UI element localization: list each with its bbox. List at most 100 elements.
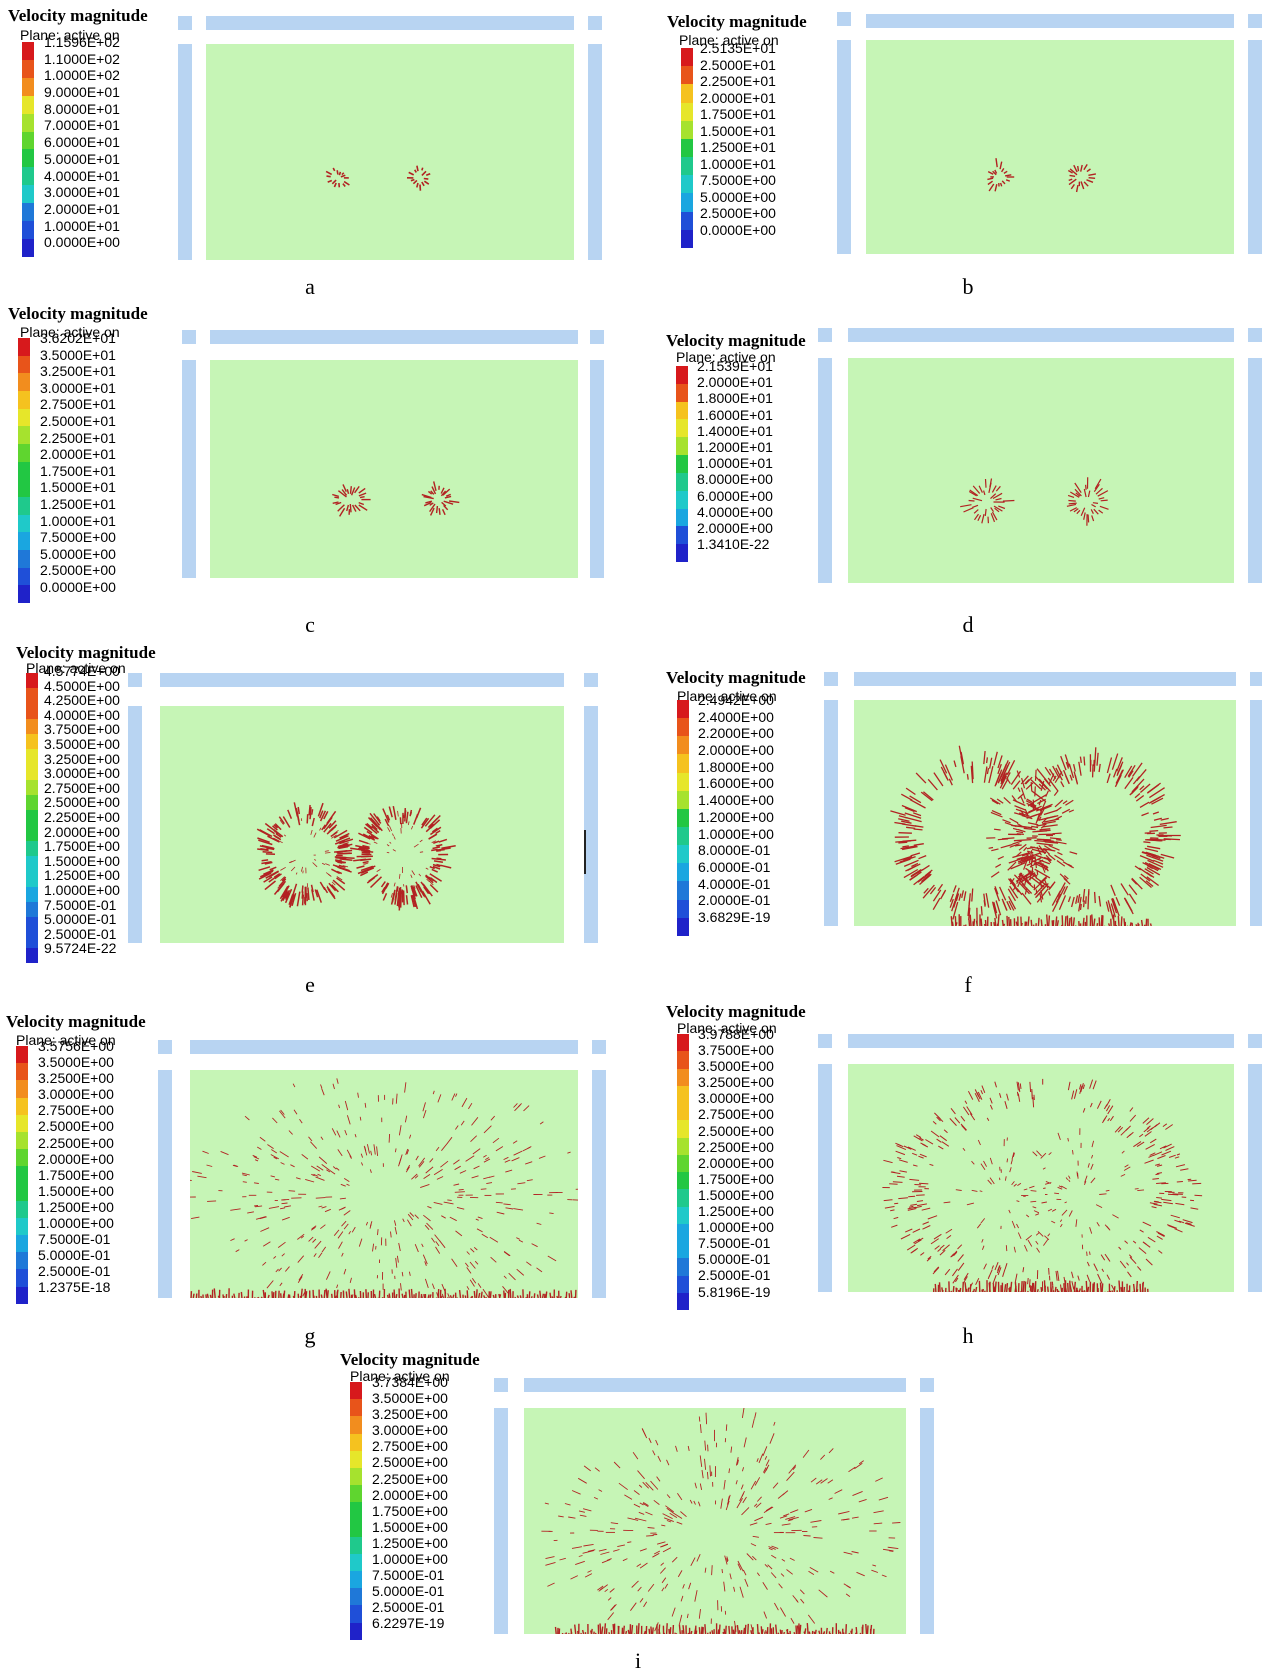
velocity-vector xyxy=(1068,178,1077,186)
velocity-vector xyxy=(1016,1091,1019,1096)
velocity-vector xyxy=(392,833,394,837)
velocity-vector xyxy=(889,1550,894,1552)
velocity-vector xyxy=(1083,1181,1087,1185)
velocity-vector xyxy=(609,1588,615,1593)
velocity-vector xyxy=(789,1557,795,1561)
velocity-vector xyxy=(449,500,460,504)
velocity-vector xyxy=(365,1221,369,1226)
velocity-vector xyxy=(977,1091,983,1100)
velocity-vector xyxy=(339,1197,346,1200)
velocity-vector xyxy=(331,179,337,185)
velocity-vector xyxy=(883,1159,893,1164)
velocity-vector xyxy=(455,1125,459,1130)
velocity-vector xyxy=(262,851,273,854)
velocity-vector xyxy=(369,876,383,889)
velocity-vector xyxy=(1006,1158,1009,1163)
velocity-vector xyxy=(432,863,441,868)
velocity-vector xyxy=(257,848,269,852)
velocity-vector xyxy=(310,1226,316,1231)
velocity-vector xyxy=(894,821,906,825)
velocity-vector xyxy=(991,901,997,916)
velocity-vector xyxy=(336,860,347,864)
velocity-vector xyxy=(1042,862,1047,871)
velocity-vector xyxy=(1159,1145,1167,1150)
colorbar-segment xyxy=(350,1553,362,1572)
velocity-vector xyxy=(758,1453,764,1464)
velocity-vector xyxy=(254,1205,259,1207)
velocity-vector xyxy=(939,1135,947,1142)
velocity-vector xyxy=(1115,896,1121,906)
velocity-vector xyxy=(1098,763,1101,773)
velocity-vector xyxy=(1110,903,1117,918)
velocity-vector xyxy=(452,1294,455,1298)
velocity-vector xyxy=(336,877,346,885)
colorbar-tick-label: 1.0000E+01 xyxy=(40,512,116,529)
velocity-vector xyxy=(922,791,934,801)
velocity-vector xyxy=(324,1208,331,1213)
velocity-vector xyxy=(919,1137,924,1141)
velocity-vector xyxy=(775,1624,778,1634)
velocity-vector xyxy=(447,1296,449,1298)
velocity-vector xyxy=(353,1289,356,1298)
colorbar-tick-label: 5.0000E-01 xyxy=(44,911,117,928)
velocity-vector xyxy=(318,1156,328,1164)
plate-top xyxy=(206,16,574,30)
velocity-vector xyxy=(984,478,987,488)
velocity-vector xyxy=(1004,822,1017,828)
velocity-vector xyxy=(1026,846,1036,850)
velocity-vector xyxy=(1031,825,1039,829)
vector-field xyxy=(325,165,431,191)
velocity-vector xyxy=(1006,760,1016,775)
colorbar-tick-label: 2.0000E+00 xyxy=(44,823,120,840)
velocity-vector xyxy=(1064,754,1070,767)
velocity-vector xyxy=(405,1148,409,1156)
velocity-vector xyxy=(1051,1220,1056,1224)
velocity-vector xyxy=(394,1148,397,1153)
velocity-vector xyxy=(1156,1182,1166,1184)
colorbar xyxy=(676,366,688,562)
velocity-vector xyxy=(446,1136,453,1144)
velocity-vector xyxy=(762,1446,768,1456)
velocity-vector xyxy=(432,865,441,870)
velocity-vector xyxy=(568,1516,576,1519)
velocity-vector xyxy=(274,1178,280,1181)
velocity-vector xyxy=(1017,787,1021,793)
velocity-vector xyxy=(559,1295,562,1298)
velocity-vector xyxy=(854,1462,863,1470)
velocity-vector xyxy=(1137,1266,1142,1271)
velocity-vector xyxy=(1067,1137,1069,1142)
velocity-vector xyxy=(739,1586,744,1598)
velocity-vector xyxy=(331,1128,337,1136)
colorbar-segment xyxy=(26,825,38,841)
velocity-vector xyxy=(1129,1114,1137,1122)
velocity-vector xyxy=(1140,873,1151,882)
velocity-vector xyxy=(1149,1138,1157,1144)
colorbar-segment xyxy=(677,1034,689,1052)
velocity-vector xyxy=(1059,873,1068,882)
velocity-vector xyxy=(440,1160,449,1168)
velocity-vector xyxy=(1182,1219,1193,1224)
velocity-vector xyxy=(1089,1227,1093,1234)
velocity-vector xyxy=(1133,1141,1142,1148)
colorbar-tick-label: 3.6829E-19 xyxy=(698,908,771,925)
velocity-vector xyxy=(1023,827,1036,831)
velocity-vector xyxy=(725,1625,727,1634)
velocity-vector xyxy=(1013,838,1032,842)
velocity-vector xyxy=(220,1150,229,1156)
velocity-vector xyxy=(273,1156,278,1160)
velocity-vector xyxy=(997,755,1003,769)
velocity-vector xyxy=(951,921,954,926)
velocity-vector xyxy=(1147,839,1163,842)
velocity-vector xyxy=(1146,876,1159,887)
velocity-vector xyxy=(319,827,322,831)
colorbar-tick-label: 7.0000E+01 xyxy=(44,117,120,134)
velocity-vector xyxy=(772,1482,779,1489)
velocity-vector xyxy=(984,508,987,516)
velocity-vector xyxy=(1048,891,1051,896)
colorbar-tick-label: 3.2500E+01 xyxy=(40,363,116,380)
colorbar-segment xyxy=(677,1223,689,1241)
velocity-vector xyxy=(366,830,379,840)
velocity-vector xyxy=(435,1146,440,1152)
velocity-vector xyxy=(435,505,439,514)
colorbar-segment xyxy=(677,1292,689,1310)
